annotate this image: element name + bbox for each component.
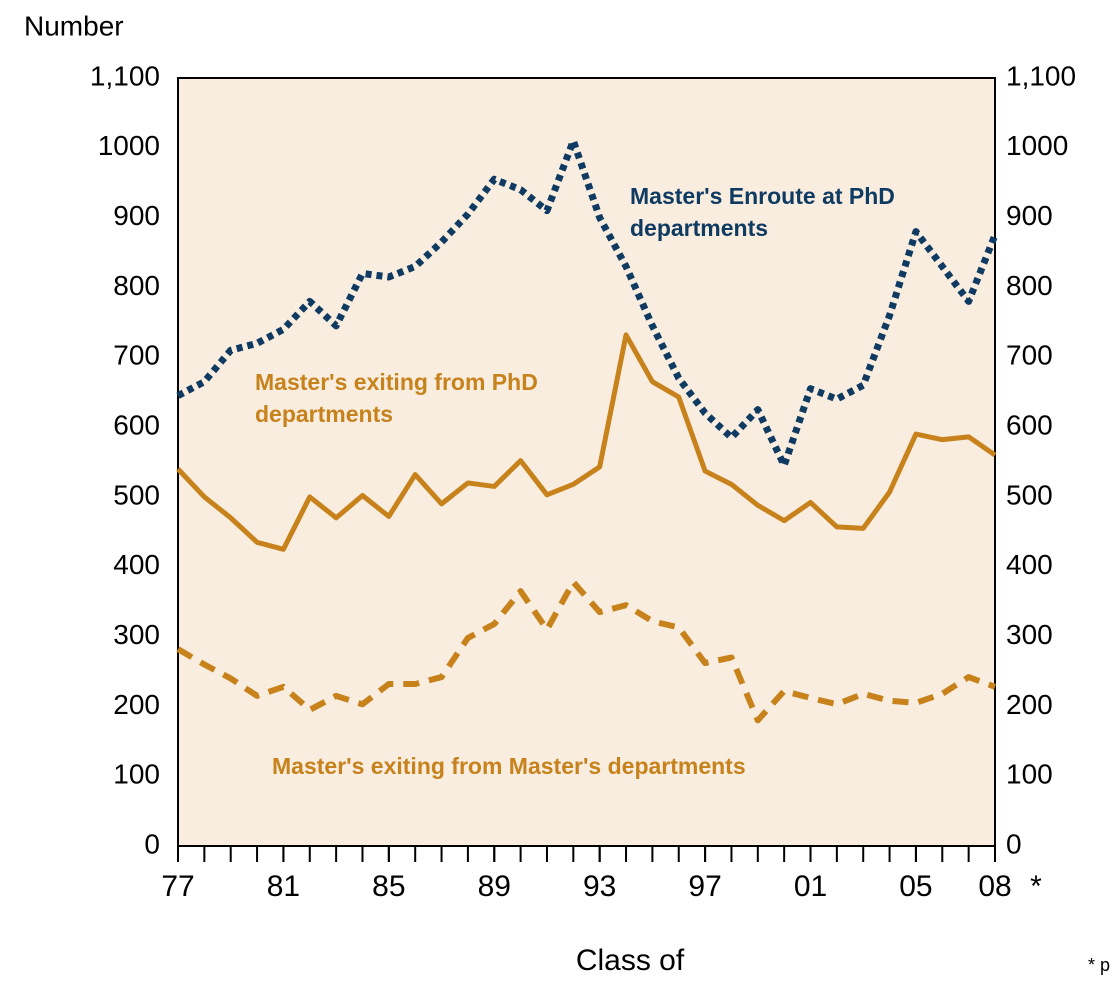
y2-tick-label: 1000 xyxy=(1006,130,1068,161)
series-label: Master's exiting from Master's departmen… xyxy=(272,753,746,779)
x-tick-label: 97 xyxy=(688,870,721,903)
y-tick-label: 400 xyxy=(113,549,160,580)
plot-area xyxy=(177,77,996,847)
y-tick-label: 100 xyxy=(113,759,160,790)
y-tick-label: 1000 xyxy=(98,130,160,161)
y2-tick-label: 600 xyxy=(1006,409,1053,440)
y2-tick-label: 100 xyxy=(1006,759,1053,790)
y2-tick-label: 800 xyxy=(1006,270,1053,301)
y2-tick-label: 500 xyxy=(1006,479,1053,510)
x-tick-label: 08 xyxy=(978,870,1011,903)
y-tick-label: 600 xyxy=(113,409,160,440)
y-axis-label: Number xyxy=(24,10,124,41)
footnote: * p xyxy=(1088,955,1110,975)
y-tick-label: 1,100 xyxy=(90,60,160,91)
x-tick-label: 01 xyxy=(794,870,827,903)
y-tick-label: 0 xyxy=(144,828,160,859)
series-label: Master's exiting from PhD departments xyxy=(255,369,538,427)
y2-tick-label: 0 xyxy=(1006,828,1022,859)
x-tick-label: 85 xyxy=(372,870,405,903)
y2-tick-label: 400 xyxy=(1006,549,1053,580)
x-tick-label: 05 xyxy=(899,870,932,903)
x-note-marker: * xyxy=(1030,870,1042,903)
x-tick-label: 81 xyxy=(267,870,300,903)
y-tick-label: 700 xyxy=(113,340,160,371)
x-tick-label: 93 xyxy=(583,870,616,903)
series-line xyxy=(176,579,997,724)
y-tick-label: 500 xyxy=(113,479,160,510)
y2-tick-label: 300 xyxy=(1006,619,1053,650)
y-tick-label: 800 xyxy=(113,270,160,301)
series-line xyxy=(176,137,999,469)
y2-tick-label: 200 xyxy=(1006,689,1053,720)
x-tick-label: 77 xyxy=(161,870,194,903)
y2-tick-label: 700 xyxy=(1006,340,1053,371)
y-tick-label: 300 xyxy=(113,619,160,650)
series-label: Master's Enroute at PhD departments xyxy=(630,183,895,241)
x-tick-label: 89 xyxy=(478,870,511,903)
x-axis-label: Class of xyxy=(576,944,685,977)
y2-tick-label: 1,100 xyxy=(1006,60,1076,91)
y-tick-label: 200 xyxy=(113,689,160,720)
y-tick-label: 900 xyxy=(113,200,160,231)
y2-tick-label: 900 xyxy=(1006,200,1053,231)
series-line xyxy=(176,332,997,552)
